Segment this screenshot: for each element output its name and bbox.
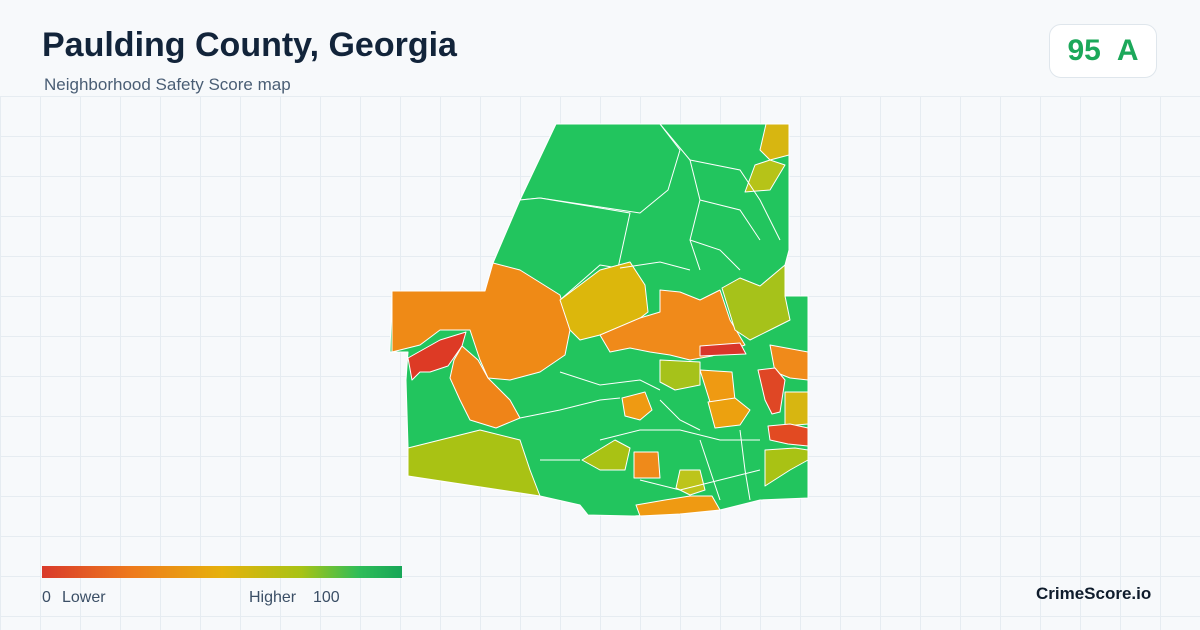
- legend-min-value: 0: [42, 589, 51, 606]
- region-boundaries: [519, 123, 781, 501]
- page-title: Paulding County, Georgia: [42, 26, 457, 64]
- legend-min-label: Lower: [62, 589, 106, 606]
- region-east-red-2[interactable]: [767, 423, 809, 447]
- region-center-yellow[interactable]: [659, 359, 701, 391]
- region-south-yellowgreen[interactable]: [407, 429, 541, 497]
- legend-max-value: 100: [313, 589, 340, 606]
- safety-score-badge: 95 A: [1049, 24, 1157, 78]
- region-northeast-yellowgreen[interactable]: [744, 159, 786, 193]
- region-central-red[interactable]: [699, 342, 747, 357]
- region-south-yellow[interactable]: [581, 439, 631, 471]
- region-west-orange[interactable]: [391, 262, 571, 381]
- region-east-yellowgreen[interactable]: [721, 264, 791, 341]
- legend-max-label: Higher: [249, 589, 297, 606]
- region-southwest-orange[interactable]: [449, 345, 521, 429]
- region-southeast-yellowgreen[interactable]: [764, 447, 809, 487]
- region-south-orange-1[interactable]: [633, 451, 661, 479]
- brand-logo-text[interactable]: CrimeScore.io: [1036, 584, 1152, 603]
- region-south-orange-2[interactable]: [635, 495, 721, 517]
- safety-score-grade: A: [1116, 34, 1139, 67]
- region-center-orange-3[interactable]: [621, 391, 653, 421]
- region-center-orange-2[interactable]: [707, 397, 751, 429]
- region-east-yellow[interactable]: [784, 391, 809, 427]
- region-west-red[interactable]: [407, 331, 467, 381]
- region-east-red[interactable]: [757, 367, 786, 415]
- region-northeast-yellow[interactable]: [759, 123, 790, 161]
- legend-color-scale: [42, 566, 402, 578]
- neighborhood-regions: [389, 123, 809, 517]
- region-central-orange[interactable]: [599, 289, 746, 361]
- region-east-orange[interactable]: [769, 344, 809, 381]
- safety-score-value: 95: [1067, 34, 1101, 67]
- page-subtitle: Neighborhood Safety Score map: [44, 75, 291, 94]
